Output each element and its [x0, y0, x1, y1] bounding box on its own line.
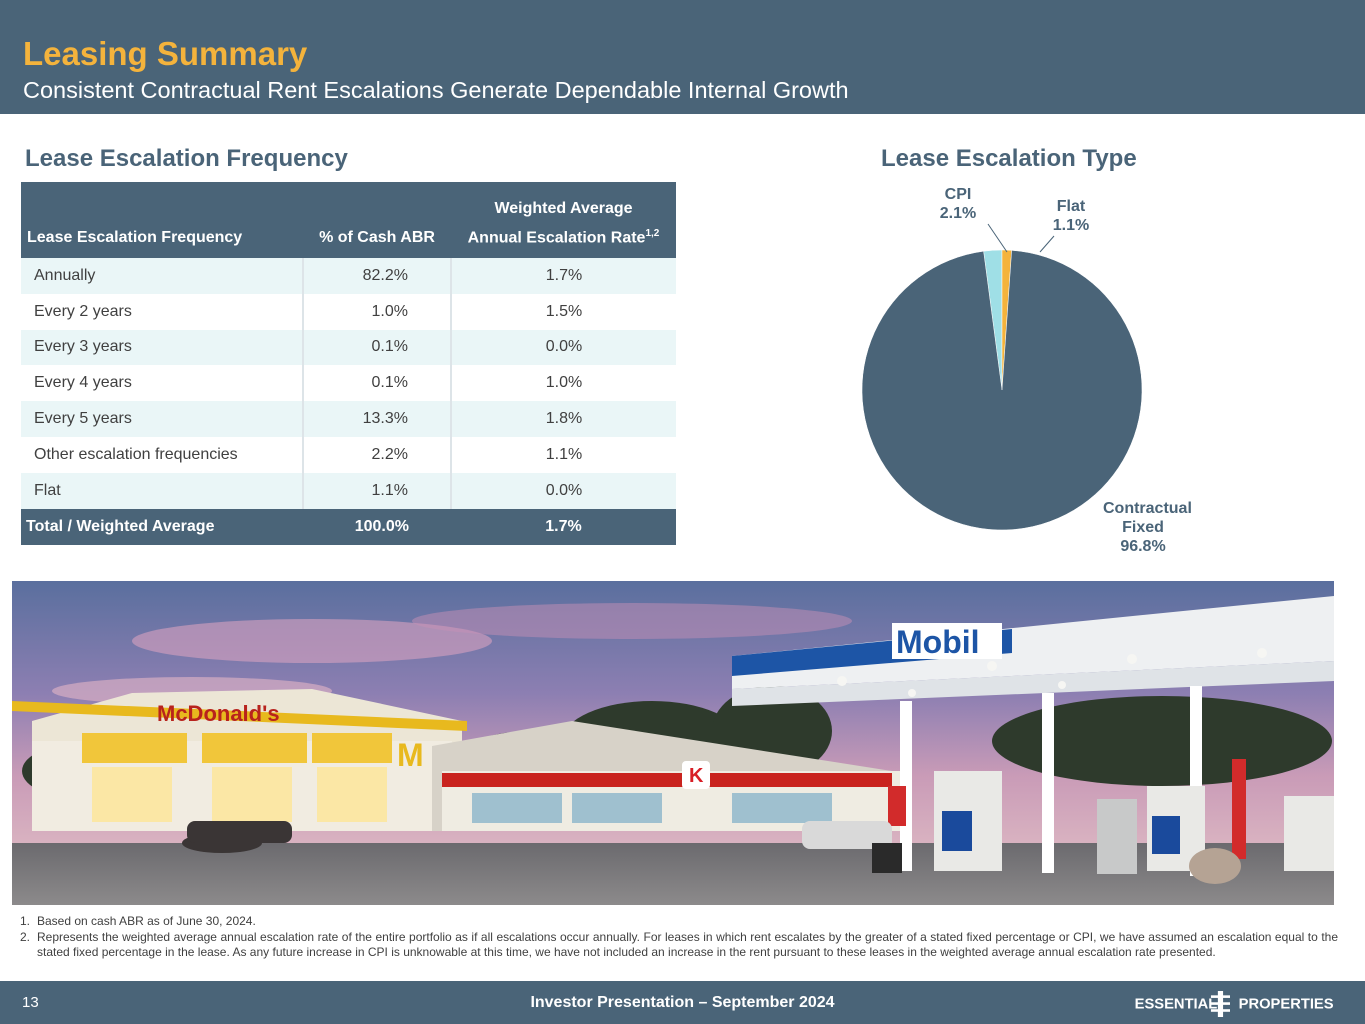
footnote-1: 1. Based on cash ABR as of June 30, 2024…: [20, 914, 256, 928]
mcdonalds-sign-text: McDonald's: [157, 701, 280, 726]
pie-label-contractual-fixed: Contractual Fixed 96.8%: [1103, 500, 1192, 555]
page-number: 13: [22, 994, 39, 1011]
gas-station-photo: McDonald's M K Mobil: [12, 581, 1334, 905]
row-label: Every 5 years: [21, 401, 304, 437]
circle-k-logo: K: [689, 765, 704, 787]
pie-label-cpi: CPI 2.1%: [939, 186, 977, 222]
essential-properties-logo: ESSENTIAL PROPERTIES: [1135, 991, 1334, 1017]
page-title: Leasing Summary: [23, 35, 308, 72]
row-escalation-rate: 1.7%: [451, 258, 676, 294]
row-escalation-rate: 0.0%: [451, 472, 676, 509]
pie-slice-contractual-fixed: [861, 250, 1143, 531]
footnotes: 1. Based on cash ABR as of June 30, 2024…: [20, 914, 1338, 961]
table-row: Every 3 years 0.1% 0.0%: [21, 329, 676, 366]
row-escalation-rate: 0.0%: [451, 329, 676, 366]
header-cash-abr: % of Cash ABR: [303, 218, 451, 258]
page-subtitle: Consistent Contractual Rent Escalations …: [23, 77, 849, 103]
row-cash-abr: 0.1%: [303, 365, 452, 402]
total-rate: 1.7%: [451, 508, 676, 545]
footer-title: Investor Presentation – September 2024: [530, 994, 835, 1011]
type-section-title: Lease Escalation Type: [881, 145, 1137, 172]
row-cash-abr: 1.0%: [303, 293, 452, 330]
svg-text:PROPERTIES: PROPERTIES: [1239, 996, 1334, 1012]
row-label: Every 4 years: [21, 365, 304, 402]
footnote-2: 2. Represents the weighted average annua…: [20, 930, 1338, 959]
row-escalation-rate: 1.1%: [545, 445, 583, 463]
table-body: Annually 82.2% 1.7% Every 2 years 1.0% 1.5% Ev…: [21, 258, 676, 509]
table-total-row: Total / Weighted Average 100.0% 1.7%: [21, 508, 676, 545]
row-escalation-rate: 1.5%: [545, 302, 583, 320]
row-label: Flat: [21, 472, 304, 509]
row-label: Every 3 years: [21, 329, 304, 366]
total-label: Total / Weighted Average: [21, 508, 303, 545]
row-cash-abr: 1.1%: [303, 472, 452, 509]
table-row: Every 4 years 0.1% 1.0%: [21, 365, 676, 402]
header-escalation-rate: Annual Escalation Rate1,2: [451, 218, 676, 258]
table-row: Flat 1.1% 0.0%: [21, 472, 676, 509]
row-cash-abr: 82.2%: [303, 258, 452, 294]
table-row: Every 2 years 1.0% 1.5%: [21, 293, 676, 330]
table-row: Annually 82.2% 1.7%: [21, 258, 676, 294]
row-label: Other escalation frequencies: [21, 436, 304, 473]
header-weighted-average: Weighted Average: [451, 182, 676, 218]
row-cash-abr: 0.1%: [303, 329, 452, 366]
table-row: Every 5 years 13.3% 1.8%: [21, 401, 676, 437]
header-frequency: Lease Escalation Frequency: [21, 218, 303, 258]
row-label: Every 2 years: [21, 293, 304, 330]
pie-leader-line: [1039, 235, 1055, 253]
footer-bar: 13 Investor Presentation – September 202…: [0, 981, 1365, 1024]
escalation-type-pie-chart: CPI 2.1% Flat 1.1% Contractual Fixed 96.…: [840, 180, 1240, 560]
row-label: Annually: [21, 258, 304, 294]
footnote-ref: 1,2: [645, 228, 660, 240]
pie-svg: [861, 223, 1143, 531]
property-photo: McDonald's M K Mobil: [12, 581, 1334, 905]
row-cash-abr: 2.2%: [303, 436, 452, 473]
row-cash-abr: 13.3%: [303, 401, 452, 437]
frequency-section-title: Lease Escalation Frequency: [25, 145, 348, 172]
pie-label-flat: Flat 1.1%: [1052, 198, 1090, 234]
row-escalation-rate: 1.0%: [545, 374, 583, 392]
logo-mark-icon: [1210, 991, 1230, 1017]
row-escalation-rate: 1.8%: [451, 401, 676, 437]
pie-leader-line: [987, 223, 1008, 253]
mobil-sign-text: Mobil: [896, 624, 980, 660]
golden-arches-text: M: [397, 737, 424, 773]
svg-text:ESSENTIAL: ESSENTIAL: [1135, 996, 1218, 1012]
table-header-row: Lease Escalation Frequency % of Cash ABR…: [21, 218, 676, 258]
total-abr: 100.0%: [303, 508, 451, 545]
table-header-row-top: Weighted Average: [21, 182, 676, 218]
table-row: Other escalation frequencies 2.2% 1.1%: [21, 436, 676, 473]
header-banner: Leasing Summary Consistent Contractual R…: [0, 0, 1365, 114]
escalation-frequency-table: Weighted Average Lease Escalation Freque…: [21, 182, 676, 545]
